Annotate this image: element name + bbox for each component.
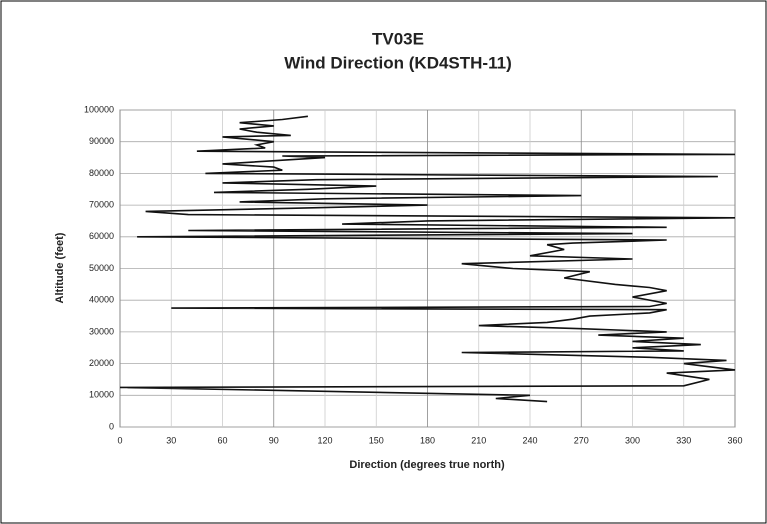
y-tick-label: 70000 bbox=[89, 199, 114, 209]
x-axis-label: Direction (degrees true north) bbox=[349, 459, 505, 471]
x-tick-label: 270 bbox=[574, 435, 589, 445]
x-tick-label: 240 bbox=[522, 435, 537, 445]
x-tick-label: 360 bbox=[727, 435, 742, 445]
x-tick-label: 150 bbox=[369, 435, 384, 445]
x-tick-label: 180 bbox=[420, 435, 435, 445]
chart-title: TV03E bbox=[372, 29, 424, 48]
y-tick-label: 20000 bbox=[89, 358, 114, 368]
x-tick-label: 30 bbox=[166, 435, 176, 445]
x-tick-label: 60 bbox=[217, 435, 227, 445]
x-tick-label: 210 bbox=[471, 435, 486, 445]
y-tick-label: 40000 bbox=[89, 295, 114, 305]
y-tick-label: 50000 bbox=[89, 263, 114, 273]
y-tick-label: 60000 bbox=[89, 231, 114, 241]
data-line bbox=[119, 115, 736, 403]
y-tick-label: 10000 bbox=[89, 390, 114, 400]
chart-subtitle: Wind Direction (KD4STH-11) bbox=[284, 53, 511, 72]
y-tick-label: 90000 bbox=[89, 136, 114, 146]
x-tick-label: 120 bbox=[317, 435, 332, 445]
x-tick-label: 330 bbox=[676, 435, 691, 445]
y-tick-label: 80000 bbox=[89, 168, 114, 178]
y-axis-label: Altitude (feet) bbox=[54, 232, 66, 303]
x-tick-label: 0 bbox=[117, 435, 122, 445]
x-tick-label: 90 bbox=[269, 435, 279, 445]
y-tick-label: 100000 bbox=[84, 104, 114, 114]
x-tick-label: 300 bbox=[625, 435, 640, 445]
y-tick-label: 0 bbox=[109, 421, 114, 431]
y-tick-label: 30000 bbox=[89, 326, 114, 336]
